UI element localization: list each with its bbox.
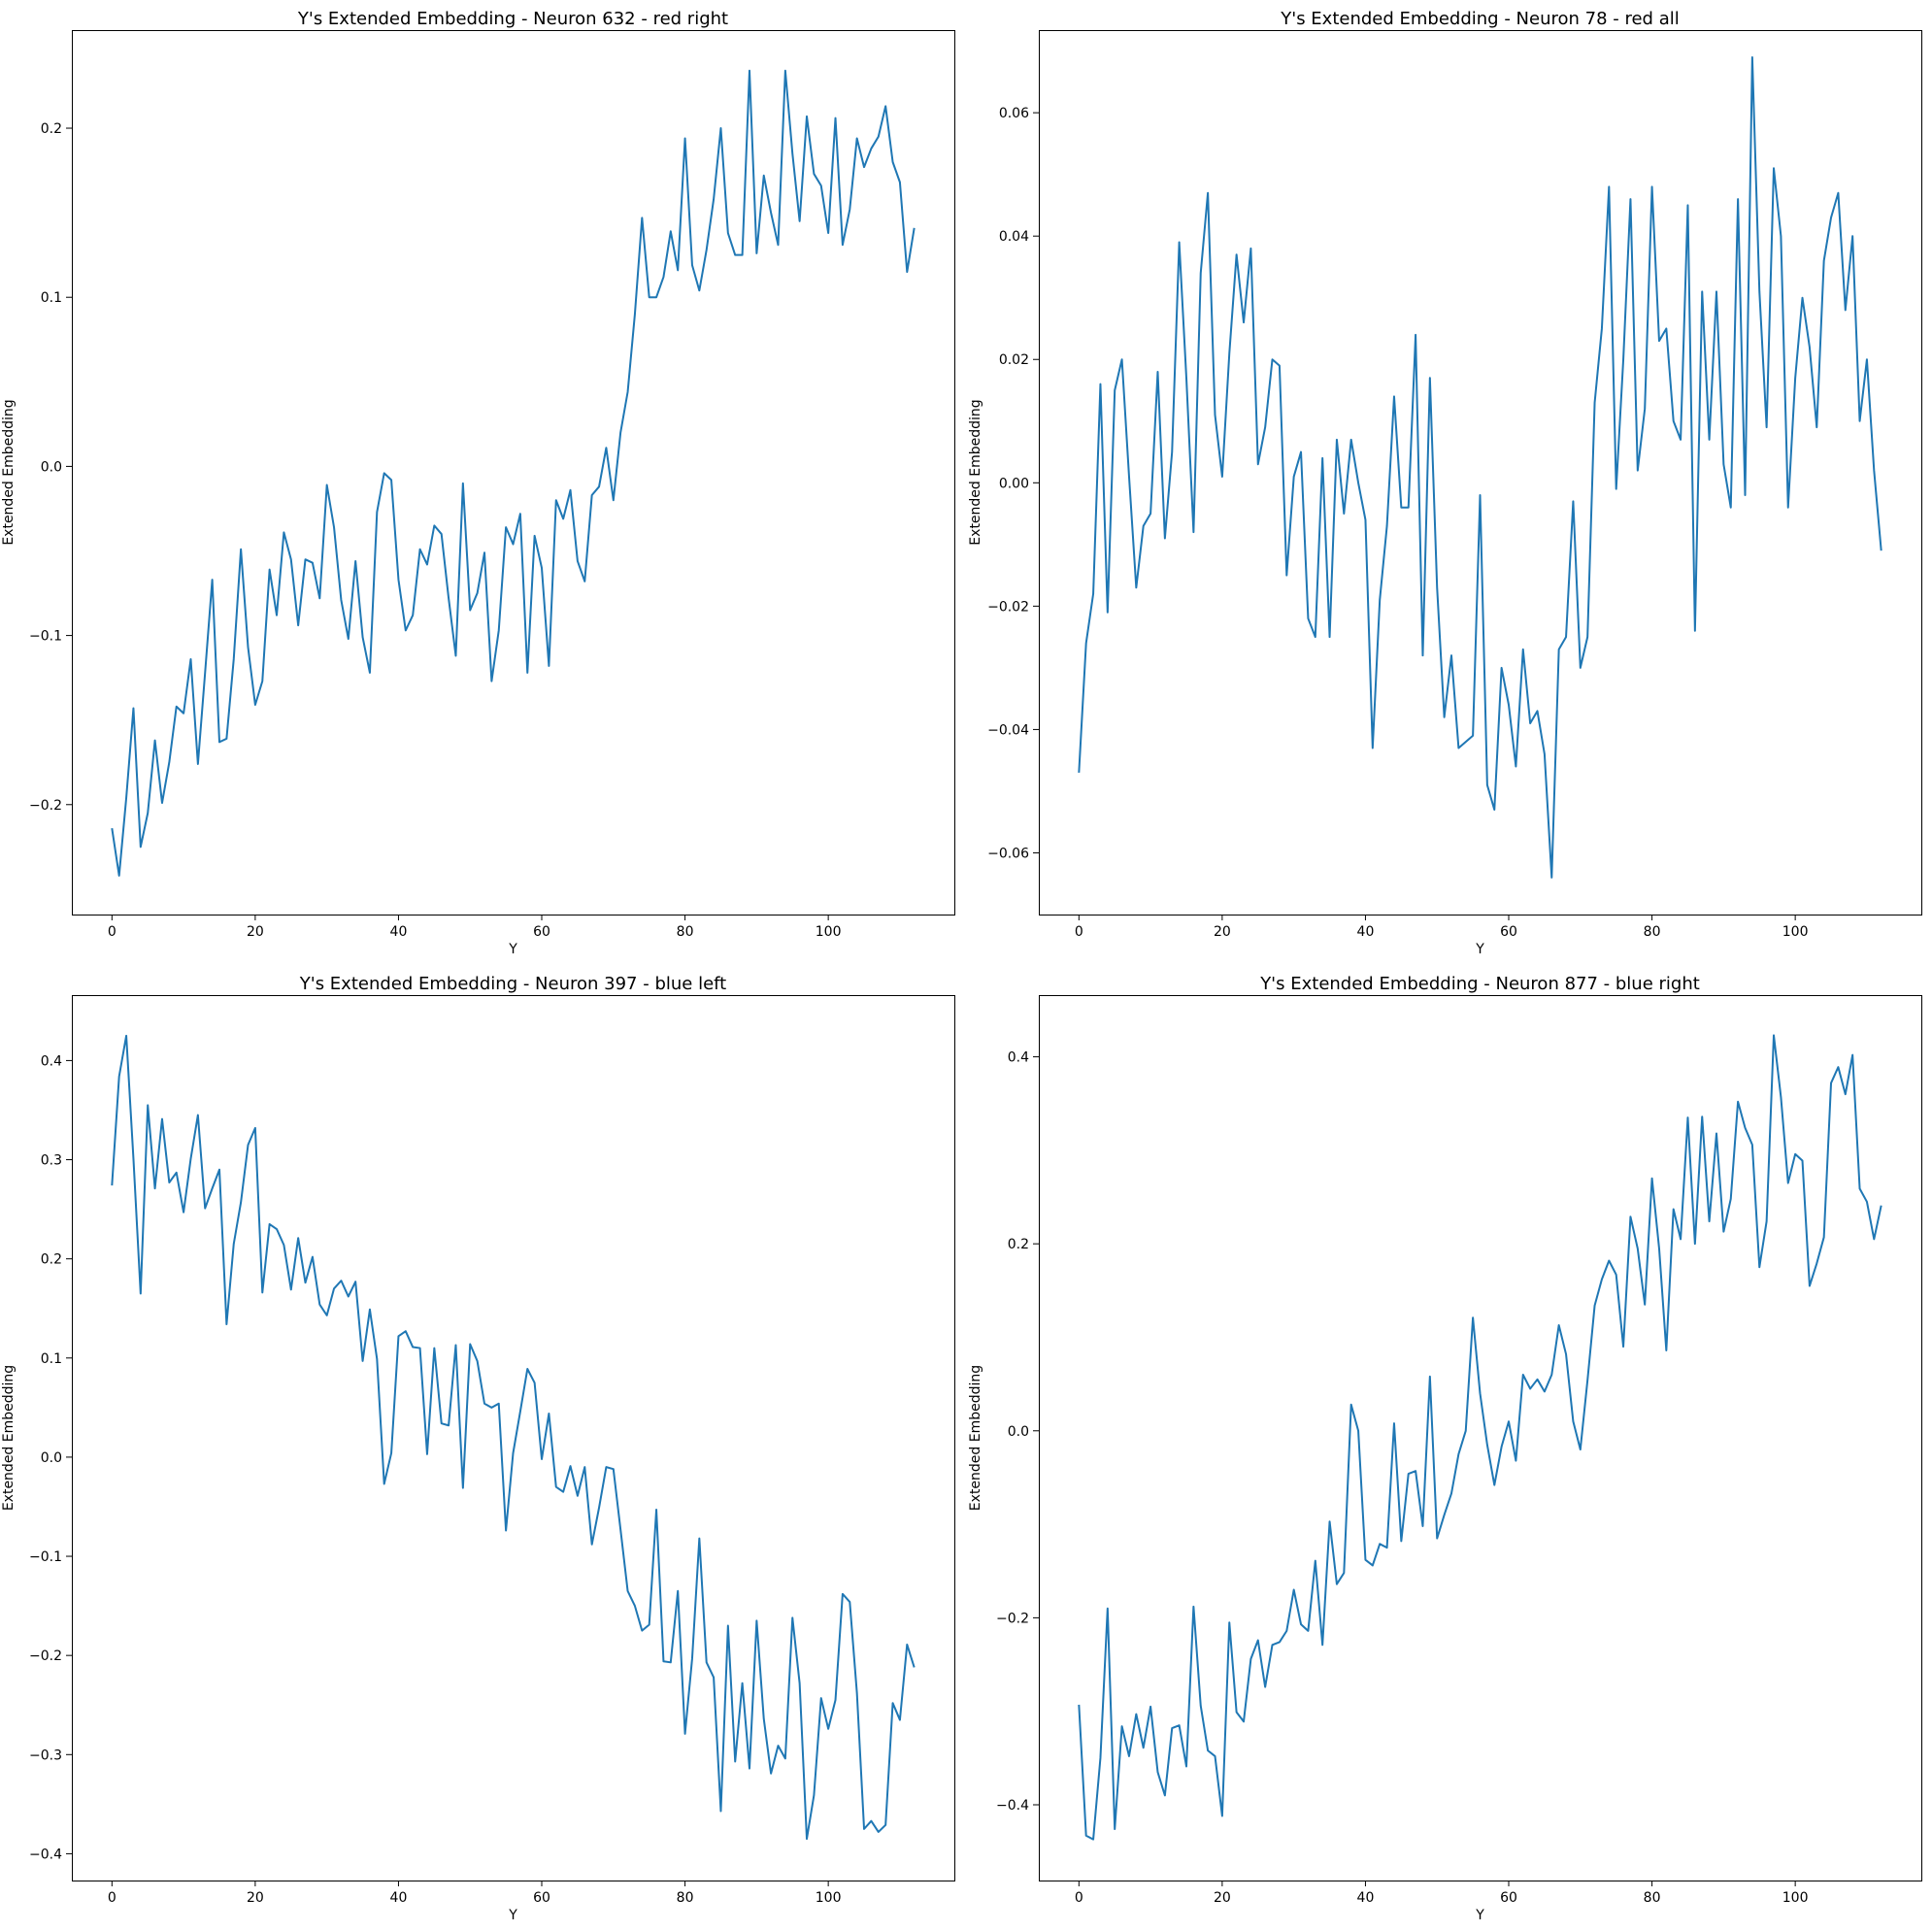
y-tick-label: 0.4 <box>41 1053 62 1069</box>
y-tick-label: −0.2 <box>29 1648 62 1664</box>
x-tick-label: 60 <box>1500 1890 1517 1906</box>
y-axis-label: Extended Embedding <box>968 1365 983 1511</box>
y-tick-label: 0.2 <box>41 1252 62 1268</box>
x-tick-label: 80 <box>1644 924 1661 940</box>
y-tick-label: −0.04 <box>987 722 1029 738</box>
x-tick-label: 80 <box>1644 1890 1661 1906</box>
x-tick-label: 20 <box>1214 924 1231 940</box>
y-tick-label: −0.3 <box>29 1748 62 1763</box>
x-tick-label: 80 <box>677 924 694 940</box>
x-tick-label: 40 <box>1357 1890 1375 1906</box>
y-tick-label: −0.06 <box>987 846 1029 861</box>
y-tick-label: 0.1 <box>41 1351 62 1367</box>
x-tick-label: 0 <box>1075 1890 1083 1906</box>
y-axis-label: Extended Embedding <box>968 399 983 545</box>
y-axis-label: Extended Embedding <box>1 1365 17 1511</box>
y-tick-label: 0.4 <box>1008 1050 1029 1066</box>
x-tick-label: 0 <box>1075 924 1083 940</box>
chart-3: Y's Extended Embedding - Neuron 397 - bl… <box>1 974 955 1923</box>
x-tick-label: 20 <box>247 1890 264 1906</box>
chart-title: Y's Extended Embedding - Neuron 632 - re… <box>297 9 728 29</box>
y-tick-label: 0.2 <box>41 121 62 137</box>
chart-title: Y's Extended Embedding - Neuron 877 - bl… <box>1259 974 1700 994</box>
y-tick-label: 0.00 <box>999 476 1029 491</box>
x-tick-label: 40 <box>390 924 408 940</box>
y-tick-label: 0.02 <box>999 352 1029 368</box>
series-line <box>111 69 916 877</box>
chart-2: Y's Extended Embedding - Neuron 78 - red… <box>968 9 1922 957</box>
x-tick-label: 20 <box>247 924 264 940</box>
x-tick-label: 60 <box>1500 924 1517 940</box>
x-axis-label: Y <box>1475 942 1484 957</box>
series-line <box>1078 55 1882 879</box>
chart-title: Y's Extended Embedding - Neuron 397 - bl… <box>299 974 726 994</box>
x-tick-label: 100 <box>1782 1890 1809 1906</box>
y-tick-label: 0.04 <box>999 229 1029 245</box>
x-tick-label: 60 <box>533 1890 550 1906</box>
y-tick-label: 0.2 <box>1008 1237 1029 1252</box>
y-tick-label: 0.1 <box>41 290 62 306</box>
y-tick-label: 0.0 <box>1008 1424 1029 1440</box>
y-tick-label: −0.1 <box>29 629 62 645</box>
axes-frame <box>72 995 955 1881</box>
y-axis-label: Extended Embedding <box>1 399 17 545</box>
axes-frame <box>72 30 955 916</box>
y-tick-label: 0.0 <box>41 459 62 475</box>
x-axis-label: Y <box>1475 1908 1484 1923</box>
x-tick-label: 40 <box>1357 924 1375 940</box>
x-tick-label: 80 <box>677 1890 694 1906</box>
x-tick-label: 40 <box>390 1890 408 1906</box>
y-tick-label: 0.06 <box>999 106 1029 121</box>
series-line <box>111 1034 916 1841</box>
y-tick-label: −0.2 <box>29 798 62 814</box>
chart-1: Y's Extended Embedding - Neuron 632 - re… <box>1 9 955 957</box>
chart-4: Y's Extended Embedding - Neuron 877 - bl… <box>968 974 1922 1923</box>
series-line <box>1078 1034 1882 1841</box>
y-tick-label: −0.4 <box>996 1798 1029 1814</box>
y-tick-label: 0.0 <box>41 1450 62 1466</box>
y-tick-label: 0.3 <box>41 1153 62 1169</box>
y-tick-label: −0.2 <box>996 1611 1029 1626</box>
y-tick-label: −0.02 <box>987 599 1029 615</box>
x-tick-label: 100 <box>816 924 842 940</box>
axes-frame <box>1039 30 1922 916</box>
x-axis-label: Y <box>508 942 517 957</box>
x-axis-label: Y <box>508 1908 517 1923</box>
axes-frame <box>1039 995 1922 1881</box>
y-tick-label: −0.1 <box>29 1549 62 1565</box>
x-tick-label: 60 <box>533 924 550 940</box>
x-tick-label: 100 <box>1782 924 1809 940</box>
y-tick-label: −0.4 <box>29 1847 62 1862</box>
x-tick-label: 20 <box>1214 1890 1231 1906</box>
x-tick-label: 0 <box>108 1890 117 1906</box>
x-tick-label: 100 <box>816 1890 842 1906</box>
chart-title: Y's Extended Embedding - Neuron 78 - red… <box>1280 9 1679 29</box>
x-tick-label: 0 <box>108 924 117 940</box>
